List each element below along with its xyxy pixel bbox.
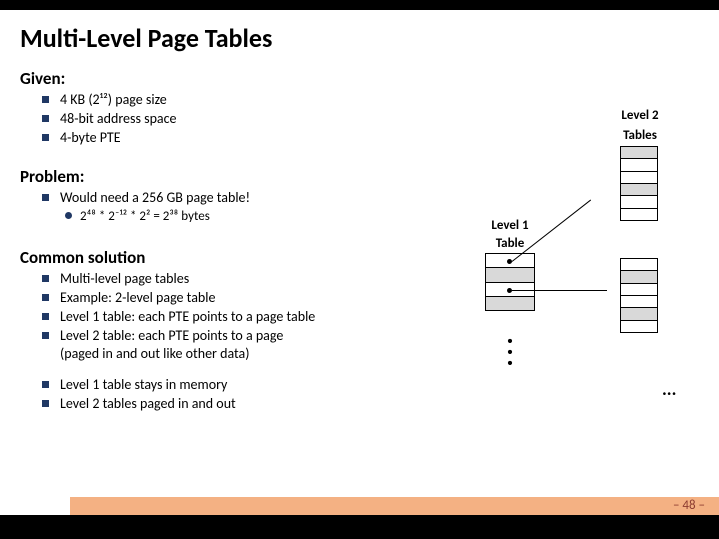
problem-text: Would need a 256 GB page table! (60, 189, 250, 206)
level1-label-line1: Level 1 (480, 218, 540, 233)
pte-row (621, 295, 657, 307)
pte-row (621, 259, 657, 270)
slide-content: Given: 4 KB (2¹²) page size 48-bit addre… (0, 68, 719, 414)
link-line (512, 290, 607, 291)
pte-row (621, 208, 657, 220)
level1-label-line2: Table (480, 236, 540, 251)
pte-row (621, 320, 657, 332)
level2-table (620, 258, 658, 333)
pte-row (486, 267, 534, 281)
pte-row (621, 195, 657, 207)
pte-row (621, 270, 657, 282)
level2-label-line1: Level 2 (610, 108, 670, 123)
given-heading: Given: (20, 68, 699, 89)
pte-row (621, 158, 657, 170)
slide: Multi-Level Page Tables Given: 4 KB (2¹²… (0, 10, 719, 515)
level2-label-line2: Tables (610, 128, 670, 143)
given-item: 48-bit address space (60, 110, 699, 129)
pte-row (621, 307, 657, 319)
vertical-dots: ... (500, 328, 520, 362)
diagram: Level 2 Tables Level 1 Table ... (465, 128, 705, 528)
pte-row (621, 147, 657, 158)
footer-bar (70, 497, 719, 515)
pte-row (486, 296, 534, 310)
page-number: – 48 – (673, 498, 705, 513)
horizontal-dots: ... (662, 378, 676, 400)
slide-title: Multi-Level Page Tables (0, 10, 719, 58)
level2-table (620, 146, 658, 221)
solution-item-text: Level 2 table: each PTE points to a page (60, 327, 283, 344)
given-item: 4 KB (2¹²) page size (60, 91, 699, 110)
pte-row (621, 283, 657, 295)
pte-row (621, 171, 657, 183)
pte-row (621, 183, 657, 195)
